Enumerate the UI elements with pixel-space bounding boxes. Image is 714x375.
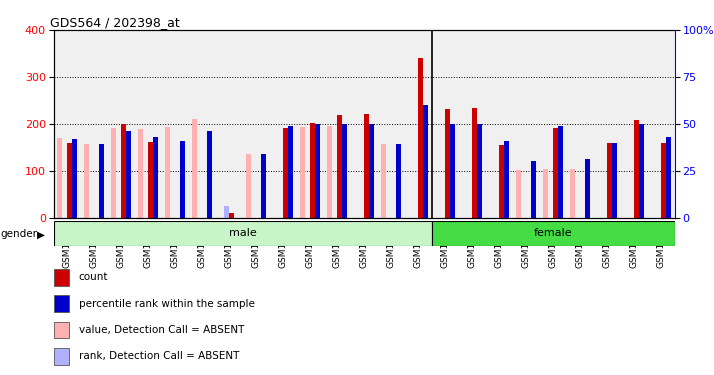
- Bar: [153, 137, 158, 218]
- Bar: [634, 120, 639, 218]
- Bar: [445, 109, 450, 217]
- Bar: [585, 159, 590, 218]
- Bar: [639, 124, 644, 218]
- Text: value, Detection Call = ABSENT: value, Detection Call = ABSENT: [79, 325, 244, 335]
- Bar: [166, 127, 170, 218]
- Bar: [180, 141, 185, 218]
- Bar: [139, 129, 144, 218]
- Bar: [477, 124, 482, 218]
- Bar: [418, 58, 423, 217]
- Text: male: male: [228, 228, 256, 238]
- Bar: [531, 161, 536, 218]
- Text: female: female: [534, 228, 573, 238]
- Bar: [337, 116, 342, 218]
- Bar: [570, 169, 575, 217]
- Bar: [381, 144, 386, 218]
- Bar: [432, 221, 675, 246]
- Text: count: count: [79, 273, 108, 282]
- Bar: [328, 126, 332, 218]
- Bar: [54, 221, 432, 246]
- Bar: [283, 128, 288, 218]
- Bar: [504, 141, 509, 218]
- Text: rank, Detection Call = ABSENT: rank, Detection Call = ABSENT: [79, 351, 239, 361]
- Bar: [192, 119, 197, 218]
- Bar: [67, 144, 72, 218]
- Bar: [72, 139, 77, 218]
- Bar: [84, 144, 89, 218]
- Text: ▶: ▶: [37, 230, 45, 239]
- Bar: [246, 154, 251, 218]
- Bar: [472, 108, 477, 218]
- Bar: [224, 206, 229, 218]
- Bar: [111, 128, 116, 217]
- Bar: [121, 124, 126, 218]
- Bar: [607, 142, 612, 218]
- Bar: [99, 144, 104, 218]
- Bar: [612, 142, 617, 218]
- Bar: [499, 145, 504, 218]
- Text: GDS564 / 202398_at: GDS564 / 202398_at: [51, 16, 180, 29]
- Bar: [364, 114, 369, 218]
- Bar: [148, 142, 153, 218]
- Bar: [516, 170, 521, 217]
- Bar: [553, 128, 558, 217]
- Bar: [301, 127, 306, 218]
- Bar: [342, 124, 347, 218]
- Bar: [543, 169, 548, 217]
- Bar: [666, 137, 671, 218]
- Bar: [57, 138, 62, 218]
- Bar: [661, 144, 666, 218]
- Bar: [423, 105, 428, 218]
- Bar: [396, 144, 401, 218]
- Bar: [369, 124, 374, 218]
- Bar: [288, 126, 293, 218]
- Bar: [229, 213, 234, 217]
- Bar: [315, 124, 320, 218]
- Bar: [126, 131, 131, 218]
- Bar: [558, 126, 563, 218]
- Bar: [207, 131, 212, 218]
- Text: percentile rank within the sample: percentile rank within the sample: [79, 299, 254, 309]
- Bar: [450, 124, 455, 218]
- Bar: [310, 123, 315, 218]
- Bar: [261, 154, 266, 218]
- Text: gender: gender: [1, 230, 38, 239]
